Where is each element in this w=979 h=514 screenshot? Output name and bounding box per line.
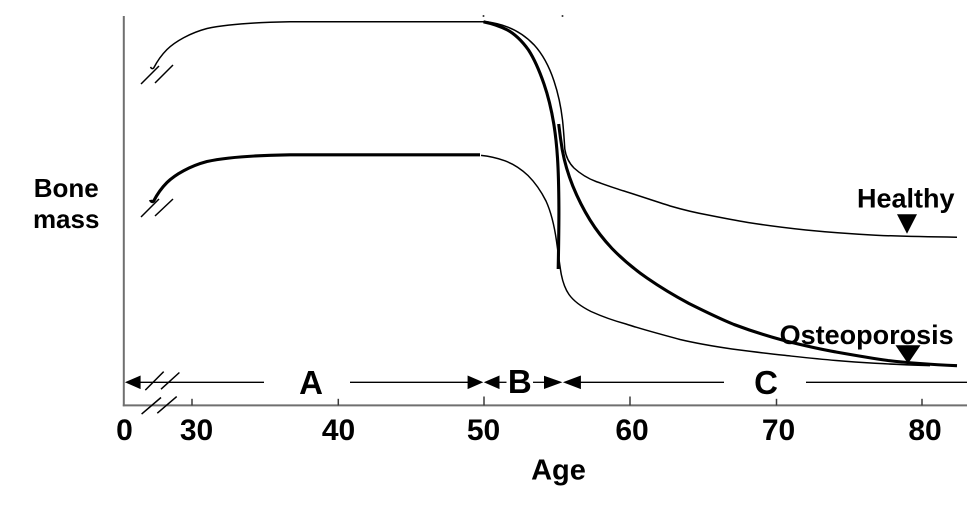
svg-text:40: 40 [322,414,355,447]
svg-text:50: 50 [467,414,500,447]
svg-text:A: A [299,364,323,401]
svg-text:70: 70 [762,414,795,447]
svg-text:60: 60 [615,414,648,447]
svg-text:30: 30 [180,414,213,447]
svg-text:B: B [508,363,532,400]
svg-text:C: C [754,364,778,401]
svg-text:80: 80 [908,414,941,447]
svg-text:mass: mass [33,204,100,234]
svg-text:Bone: Bone [34,173,99,203]
svg-text:Healthy: Healthy [857,184,955,214]
svg-text:0: 0 [116,414,133,447]
svg-text:Age: Age [531,455,586,487]
svg-text:Osteoporosis: Osteoporosis [780,320,954,350]
